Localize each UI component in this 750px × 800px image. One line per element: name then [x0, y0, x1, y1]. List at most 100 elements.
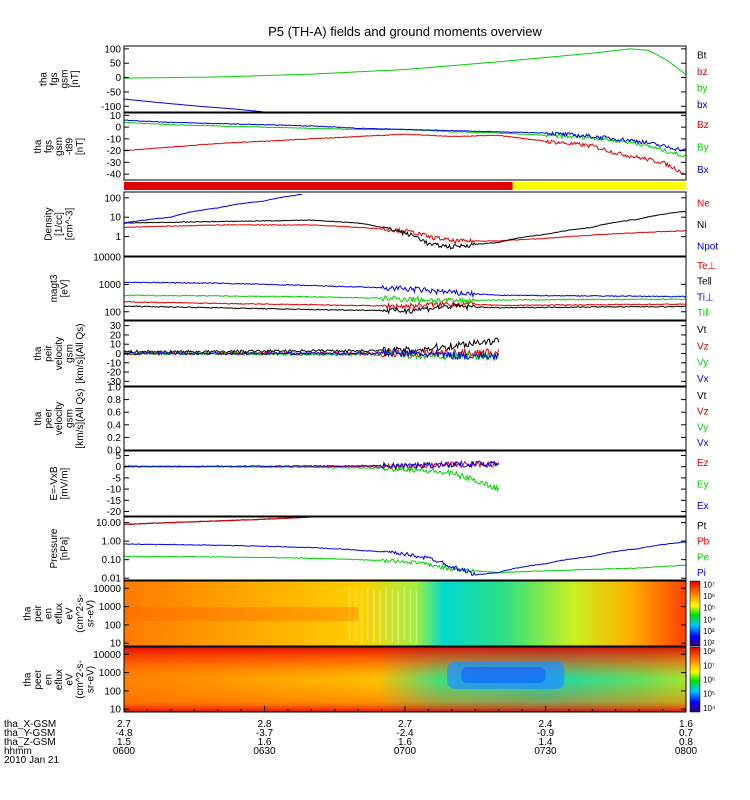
peer-spectrogram-ylabel-line: tha	[23, 672, 34, 686]
fgs-gsm-t89-ylabel-line: [nT]	[75, 138, 86, 155]
peer-spectrogram-ytick-label: 100	[104, 686, 121, 697]
density-ylabel-line: [1/cc]	[54, 212, 65, 236]
velocity-peer-ytick-label: 0.0	[107, 446, 121, 457]
peer-spectrogram-colorbar-tick-label: 10⁷	[703, 661, 715, 670]
orbit-row-value: 0.8	[679, 737, 693, 748]
fgs-gsm-t89-ylabel-line: tha	[33, 139, 44, 153]
velocity-peir-ylabel-line: gsm	[65, 344, 76, 363]
density-ytick-label: 10	[110, 213, 122, 224]
panel-peer-spectrogram: 10⁸ 10⁷ 10⁶ 10⁵ 10⁴ 10000 1000 100 10 tha peer en ef…	[23, 646, 716, 716]
velocity-peir-ytick-label: -10	[107, 358, 122, 369]
legend-pressure-Pb: Pb	[697, 537, 710, 548]
panel-mode-bar	[124, 182, 686, 190]
fgs-gsm-t89-ytick-label: 10	[110, 111, 122, 122]
velocity-peer-ylabel-line: peer	[44, 408, 55, 429]
peer-spectrogram-ylabel-line: (cm^2-s-	[75, 660, 86, 699]
velocity-peir-ylabel-line: tha	[33, 346, 44, 360]
fgs-gsm-t89-ytick-label: -40	[107, 170, 122, 181]
legend-e-field-Ex: Ex	[697, 501, 709, 512]
series-fgs-gsm-t89-Bz	[124, 133, 686, 175]
legend-pressure-Pe: Pe	[697, 552, 710, 563]
legend-density-Npot: Npot	[697, 241, 718, 252]
fgs-gsm-t89-ytick-label: -30	[107, 158, 122, 169]
velocity-peir-ylabel-line: [km/s](All Qs)	[75, 324, 86, 384]
velocity-peir-ylabel-line: velocity	[54, 337, 65, 370]
fgs-gsm-ylabel-line: [nT]	[70, 70, 81, 87]
fgs-gsm-t89-ytick-label: -20	[107, 146, 122, 157]
peer-spectrogram-colorbar-tick-label: 10⁵	[703, 690, 715, 699]
peer-spectrogram-ylabel-line: eflux	[54, 669, 65, 690]
legend-density-Ne: Ne	[697, 199, 710, 210]
peir-spectrogram-ylabel-line: peir	[33, 604, 44, 621]
velocity-peir-ytick-label: 10	[110, 340, 122, 351]
e-field-ytick-label: -15	[107, 496, 122, 507]
orbit-row-value: -4.8	[115, 728, 133, 739]
pressure-ytick-label: 0.01	[102, 574, 122, 585]
peir-spectrogram-colorbar-tick-label: 10²	[703, 639, 715, 648]
velocity-peer-ylabel: tha peer velocity gsm [km/s](All Qs)	[33, 389, 86, 449]
date-label: 2010 Jan 21	[4, 755, 59, 766]
peir-spectrogram-ylabel-line: en	[44, 608, 55, 619]
peer-spectrogram-ytick-label: 10	[110, 705, 122, 716]
orbit-row-value: 0600	[113, 746, 136, 757]
legend-velocity-peir-Vy: Vy	[697, 358, 708, 369]
peir-spectrogram-colorbar-tick-label: 10⁵	[703, 604, 715, 613]
velocity-peir-ytick-label: 0	[115, 349, 121, 360]
legend-velocity-peir-Vx: Vx	[697, 374, 709, 385]
legend-temperature-Ti‖: Ti‖	[697, 308, 709, 319]
pressure-ytick-label: 0.10	[102, 555, 122, 566]
fgs-gsm-t89-ylabel-line: -t89	[65, 137, 76, 155]
velocity-peer-ylabel-line: [km/s](All Qs)	[75, 389, 86, 449]
fgs-gsm-ytick-label: 50	[110, 59, 122, 70]
orbit-row-value: 0800	[675, 746, 698, 757]
velocity-peir-ytick-label: 30	[110, 321, 122, 332]
e-field-ytick-label: -10	[107, 485, 122, 496]
series-e-field-Ey	[124, 465, 500, 493]
series-fgs-gsm-by	[124, 48, 686, 79]
peir-spectrogram-colorbar	[689, 580, 701, 647]
fgs-gsm-t89-ytick-label: -10	[107, 134, 122, 145]
pressure-ylabel-line: Pressure	[49, 528, 60, 568]
orbit-row-value: 1.6	[258, 737, 272, 748]
velocity-peir-ylabel: tha peir velocity gsm [km/s](All Qs)	[33, 324, 86, 384]
peer-spectrogram-ylabel-line: en	[44, 674, 55, 685]
legend-density-Ni: Ni	[697, 220, 706, 231]
series-e-field-Ex	[124, 459, 500, 470]
velocity-peer-ylabel-line: velocity	[54, 402, 65, 435]
pressure-frame	[123, 516, 687, 581]
x-axis: tha_X-GSM 2.7 2.8 2.7 2.4 1.6 tha_Y-GSM -4.8 -3.…	[4, 706, 698, 766]
peir-spectrogram-ytick-label: 1000	[99, 602, 122, 613]
legend-pressure-Pi: Pi	[697, 568, 706, 579]
legend-velocity-peer-Vz: Vz	[697, 407, 709, 418]
peir-spectrogram-frame	[123, 580, 687, 647]
peer-spectrogram-colorbar-tick-label: 10⁴	[703, 704, 716, 713]
orbit-row-value: 1.5	[117, 737, 131, 748]
mode-segment-0	[124, 182, 513, 190]
legend-fgs-gsm-by: by	[697, 83, 708, 94]
orbit-row-value: -3.7	[256, 728, 274, 739]
peer-spectrogram-ylabel-line: eV	[65, 673, 76, 686]
temperature-ytick-label: 10000	[93, 253, 121, 264]
orbit-row-value: 2.7	[117, 719, 131, 730]
density-ylabel-line: [cm^-3]	[65, 208, 76, 241]
temperature-ylabel: magt3 [eV]	[49, 274, 71, 302]
peir-spectrogram-ylabel-line: eflux	[54, 603, 65, 624]
e-field-ylabel-line: E=-VxB	[49, 466, 60, 501]
fgs-gsm-t89-frame	[123, 112, 687, 181]
legend-fgs-gsm-t89-Bz: Bz	[697, 120, 709, 131]
density-series	[124, 193, 686, 250]
fgs-gsm-t89-ylabel: tha fgs gsm -t89 [nT]	[33, 137, 86, 156]
series-pressure-Pe	[124, 555, 686, 574]
peer-spectrogram-ylabel-line: peer	[33, 669, 44, 690]
legend-pressure-Pt: Pt	[697, 521, 707, 532]
pressure-ytick-label: 1.00	[102, 537, 122, 548]
e-field-ylabel: E=-VxB [mV/m]	[49, 466, 71, 501]
panel-fgs-gsm: 100 50 0 -50 -100 tha fgs gsm [nT] Bt bz by bx	[38, 44, 708, 112]
velocity-peer-ytick-label: 0.4	[107, 420, 121, 431]
panel-fgs-gsm-t89: 100-10-20-30-40 tha fgs gsm -t89 [nT] Bz By Bx	[33, 111, 709, 181]
mode-segment-1	[512, 182, 686, 190]
peir-spectrogram-ylabel-line: (cm^2-s-	[75, 594, 86, 633]
